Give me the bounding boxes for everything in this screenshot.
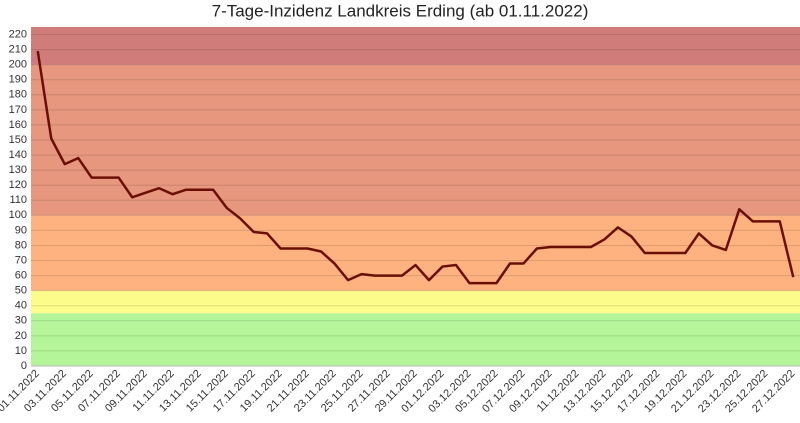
chart-title: 7-Tage-Inzidenz Landkreis Erding (ab 01.… [212, 1, 589, 20]
y-tick-label: 50 [15, 285, 27, 297]
y-tick-label: 130 [9, 164, 27, 176]
y-tick-label: 20 [15, 330, 27, 342]
band [31, 290, 800, 314]
y-tick-label: 100 [9, 209, 27, 221]
y-tick-label: 170 [9, 104, 27, 116]
y-tick-label: 210 [9, 44, 27, 56]
y-tick-label: 90 [15, 224, 27, 236]
band [31, 64, 800, 216]
y-tick-label: 80 [15, 239, 27, 251]
y-tick-label: 200 [9, 59, 27, 71]
y-tick-label: 150 [9, 134, 27, 146]
y-tick-label: 220 [9, 28, 27, 40]
y-tick-label: 120 [9, 179, 27, 191]
y-tick-label: 30 [15, 315, 27, 327]
y-tick-label: 0 [21, 360, 27, 372]
line [36, 50, 795, 285]
band [31, 313, 800, 366]
y-tick-label: 160 [9, 119, 27, 131]
y-tick-label: 40 [15, 300, 27, 312]
y-tick-label: 60 [15, 270, 27, 282]
y-tick-label: 10 [15, 345, 27, 357]
y-tick-label: 110 [9, 194, 27, 206]
y-tick-label: 70 [15, 254, 27, 266]
y-tick-label: 180 [9, 89, 27, 101]
band [31, 27, 800, 65]
y-tick-label: 190 [9, 74, 27, 86]
y-tick-label: 140 [9, 149, 27, 161]
